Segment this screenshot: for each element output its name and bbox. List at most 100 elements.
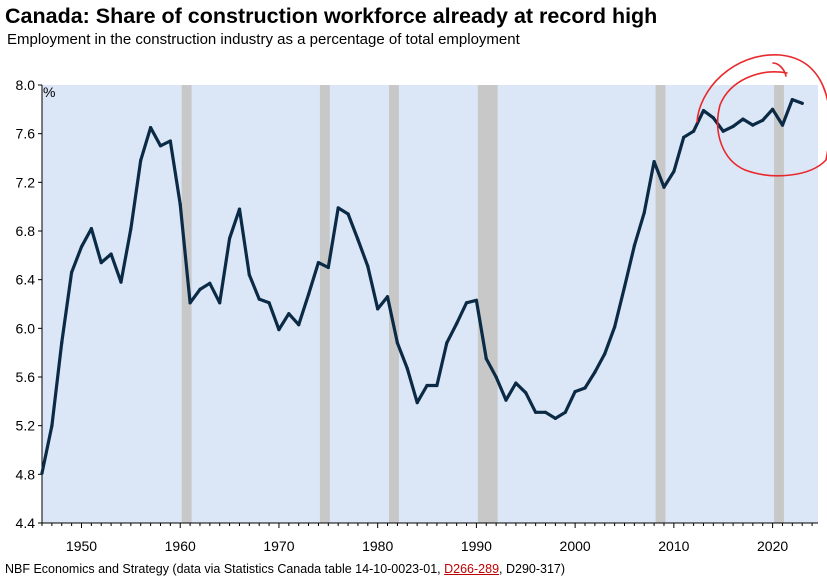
source-prefix: NBF Economics and Strategy (data via Sta… (5, 562, 445, 576)
data-point-2020 (771, 107, 775, 111)
x-axis-ticks: 1950 1960 1970 1980 1990 2000 2010 2020 (41, 523, 813, 554)
data-point-2004 (613, 325, 617, 329)
data-point-1957 (149, 126, 153, 130)
source-note: NBF Economics and Strategy (data via Sta… (5, 561, 565, 577)
data-point-1970 (277, 328, 281, 332)
data-point-1953 (109, 252, 113, 256)
data-point-1982 (395, 341, 399, 345)
x-tick-label: 1970 (263, 538, 294, 554)
recession-band-1974 (319, 85, 330, 523)
data-point-2007 (642, 211, 646, 215)
data-point-1985 (425, 383, 429, 388)
y-tick-label: 4.8 (16, 466, 36, 482)
recession-band-1960 (181, 85, 192, 523)
source-suffix: , D290-317) (499, 562, 566, 576)
y-tick-label: 8.0 (16, 77, 36, 93)
data-point-1967 (247, 273, 251, 277)
data-point-1965 (228, 236, 232, 240)
recession-band-1981 (389, 85, 399, 523)
data-point-1974 (316, 261, 320, 265)
data-point-2000 (573, 390, 577, 394)
x-tick-label: 2020 (757, 538, 788, 554)
x-tick-label: 1990 (461, 538, 492, 554)
data-point-2002 (593, 370, 597, 374)
data-point-2017 (741, 117, 745, 121)
data-point-2010 (672, 169, 676, 173)
x-tick-label: 1980 (362, 538, 393, 554)
x-tick-label: 2000 (560, 538, 591, 554)
data-point-1960 (178, 202, 182, 206)
data-point-2015 (721, 129, 725, 133)
data-point-1962 (198, 287, 202, 291)
recession-band-1990 (477, 85, 498, 523)
data-point-1950 (79, 245, 84, 249)
data-point-1989 (464, 301, 469, 305)
recession-band-2008 (655, 85, 666, 523)
data-point-1966 (237, 207, 242, 211)
y-tick-label: 6.4 (16, 272, 36, 288)
data-point-1997 (543, 410, 548, 414)
data-point-1993 (504, 398, 508, 402)
data-point-2009 (662, 185, 666, 189)
data-point-1978 (356, 237, 360, 242)
data-point-1951 (89, 227, 93, 231)
data-point-1968 (257, 297, 261, 301)
plot-background (42, 85, 818, 523)
data-point-1961 (188, 301, 192, 305)
data-point-1964 (218, 301, 222, 305)
data-point-2013 (701, 109, 706, 113)
data-point-1994 (514, 381, 518, 385)
data-point-1956 (139, 158, 143, 162)
data-point-2012 (692, 129, 696, 133)
data-point-1998 (553, 416, 558, 420)
chart-subtitle: Employment in the construction industry … (7, 31, 520, 48)
y-tick-label: 6.8 (16, 223, 36, 239)
data-point-1995 (524, 391, 528, 395)
x-tick-label: 1950 (66, 538, 97, 554)
data-point-2001 (583, 386, 587, 390)
data-point-1948 (60, 341, 64, 345)
data-point-1952 (99, 261, 103, 265)
data-point-2006 (632, 244, 637, 248)
data-point-1955 (129, 227, 133, 231)
y-tick-label: 4.4 (16, 515, 36, 531)
data-point-1976 (336, 206, 340, 210)
y-axis-unit-label: % (43, 84, 55, 100)
data-point-2011 (682, 135, 686, 139)
data-point-1983 (405, 366, 409, 371)
data-point-1991 (484, 357, 488, 361)
data-point-1973 (307, 292, 311, 296)
data-point-1958 (158, 144, 163, 148)
data-point-2014 (711, 116, 715, 120)
chart-title: Canada: Share of construction workforce … (5, 4, 658, 28)
data-point-1979 (366, 264, 370, 268)
hand-drawn-circle-annotation (696, 54, 827, 177)
y-tick-label: 6.0 (16, 320, 36, 336)
data-point-1977 (346, 212, 350, 216)
data-point-2005 (622, 285, 627, 289)
data-point-1959 (168, 139, 172, 143)
x-tick-label: 2010 (658, 538, 689, 554)
data-point-1949 (70, 270, 74, 274)
series-line (40, 97, 804, 475)
data-point-2023 (800, 101, 804, 105)
data-point-1986 (435, 383, 439, 388)
data-point-1992 (494, 375, 498, 379)
series-layer (40, 97, 804, 475)
data-point-1987 (445, 341, 449, 345)
y-axis-ticks: 4.4 4.8 5.2 5.6 6.0 6.4 6.8 7.2 7.6 8.0 (16, 77, 42, 531)
data-point-2022 (790, 98, 794, 102)
source-link[interactable]: D266-289 (444, 562, 500, 576)
data-point-2016 (731, 124, 735, 128)
recession-band-2020 (774, 85, 784, 523)
data-point-1954 (119, 280, 123, 284)
data-point-1963 (208, 281, 212, 285)
data-point-2008 (652, 160, 656, 164)
data-point-1947 (50, 424, 54, 428)
data-point-1984 (415, 401, 419, 405)
recession-bands (181, 85, 784, 523)
y-tick-label: 7.2 (16, 174, 36, 190)
y-tick-label: 5.6 (16, 369, 36, 385)
data-point-1999 (563, 410, 567, 414)
